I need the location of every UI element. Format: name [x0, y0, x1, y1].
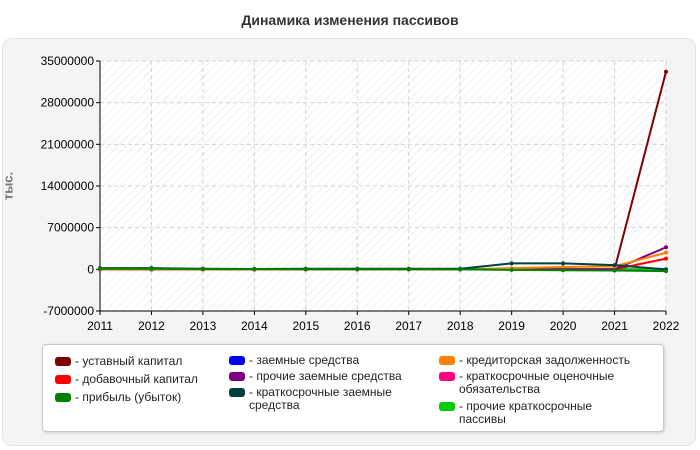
- data-point: [458, 267, 463, 272]
- x-tick-label: 2020: [550, 319, 577, 333]
- x-tick-label: 2018: [447, 319, 474, 333]
- legend-swatch: [55, 393, 71, 402]
- x-tick-label: 2013: [190, 319, 217, 333]
- data-point: [664, 269, 668, 274]
- y-tick-label: 21000000: [41, 137, 95, 151]
- legend-item-dobavochny[interactable]: - добавочный капитал: [55, 373, 198, 386]
- legend-label: - добавочный капитал: [75, 372, 198, 386]
- legend-swatch: [229, 372, 245, 381]
- data-point: [355, 267, 360, 272]
- legend-label: - кредиторская задолженность: [459, 353, 631, 367]
- series-line-2: [99, 267, 667, 273]
- data-point: [664, 69, 668, 74]
- data-point: [200, 267, 205, 272]
- legend-item-otsenochnye[interactable]: - краткосрочные оценочные обязательства: [439, 370, 661, 396]
- data-point: [561, 264, 566, 269]
- legend-swatch: [229, 356, 245, 365]
- chart-title: Динамика изменения пассивов: [241, 12, 459, 28]
- y-tick-label: 35000000: [41, 54, 95, 68]
- legend: - уставный капитал - добавочный капитал …: [42, 344, 664, 432]
- y-tick-label: 7000000: [47, 221, 94, 235]
- data-point: [561, 268, 566, 273]
- legend-label: - прочие заемные средства: [249, 369, 402, 383]
- legend-item-zaemnye[interactable]: - заемные средства: [229, 354, 359, 367]
- legend-item-prochie-zaemnye[interactable]: - прочие заемные средства: [229, 370, 402, 383]
- x-tick-label: 2012: [138, 319, 165, 333]
- data-point: [149, 266, 154, 271]
- x-tick-label: 2011: [87, 319, 113, 333]
- y-tick-labels: -7000000 0 7000000 14000000 21000000 28000000…: [41, 54, 95, 318]
- legend-label: - прибыль (убыток): [75, 390, 182, 404]
- legend-label: - заемные средства: [249, 353, 360, 367]
- data-point: [406, 267, 411, 272]
- data-point: [509, 267, 514, 272]
- x-tick-label: 2015: [292, 319, 319, 333]
- data-point: [664, 250, 668, 255]
- x-tick-label: 2017: [395, 319, 422, 333]
- data-point: [612, 268, 617, 273]
- legend-item-ustavny[interactable]: - уставный капитал: [55, 355, 182, 368]
- legend-label: - краткосрочные оценочные обязательства: [459, 369, 615, 396]
- legend-item-kreditorskaya[interactable]: - кредиторская задолженность: [439, 354, 630, 367]
- data-point: [98, 266, 102, 271]
- x-tick-label: 2019: [498, 319, 525, 333]
- y-tick-label: 0: [87, 262, 94, 276]
- legend-swatch: [55, 357, 71, 366]
- legend-swatch: [229, 388, 245, 397]
- legend-label: - уставный капитал: [75, 354, 183, 368]
- legend-swatch: [55, 375, 71, 384]
- data-point: [561, 261, 566, 266]
- y-axis-label: тыс.: [0, 171, 16, 201]
- data-point: [303, 267, 308, 272]
- data-point: [612, 263, 617, 268]
- data-point: [664, 245, 668, 250]
- data-point: [509, 261, 514, 266]
- legend-item-prochie-kratkosrochnye[interactable]: - прочие краткосрочные пассивы: [439, 400, 629, 426]
- legend-item-kratkosrochnye-zaemnye[interactable]: - краткосрочные заемные средства: [229, 386, 409, 412]
- legend-label: - краткосрочные заемные средства: [249, 385, 392, 412]
- legend-swatch: [439, 356, 455, 365]
- x-tick-label: 2021: [601, 319, 628, 333]
- series-group: [98, 69, 668, 274]
- legend-swatch: [439, 402, 455, 411]
- legend-item-pribyl[interactable]: - прибыль (убыток): [55, 391, 181, 404]
- y-tick-label: -7000000: [43, 304, 94, 318]
- data-point: [664, 256, 668, 261]
- x-tick-labels: 2011 2012 2013 2014 2015 2016 2017 2018 2019 2020…: [87, 319, 680, 333]
- legend-swatch: [439, 372, 455, 381]
- x-tick-label: 2022: [653, 319, 680, 333]
- y-tick-label: 28000000: [41, 96, 95, 110]
- x-tick-label: 2016: [344, 319, 371, 333]
- x-tick-label: 2014: [241, 319, 268, 333]
- data-point: [252, 267, 257, 272]
- legend-label: - прочие краткосрочные пассивы: [459, 399, 593, 426]
- y-tick-label: 14000000: [41, 179, 95, 193]
